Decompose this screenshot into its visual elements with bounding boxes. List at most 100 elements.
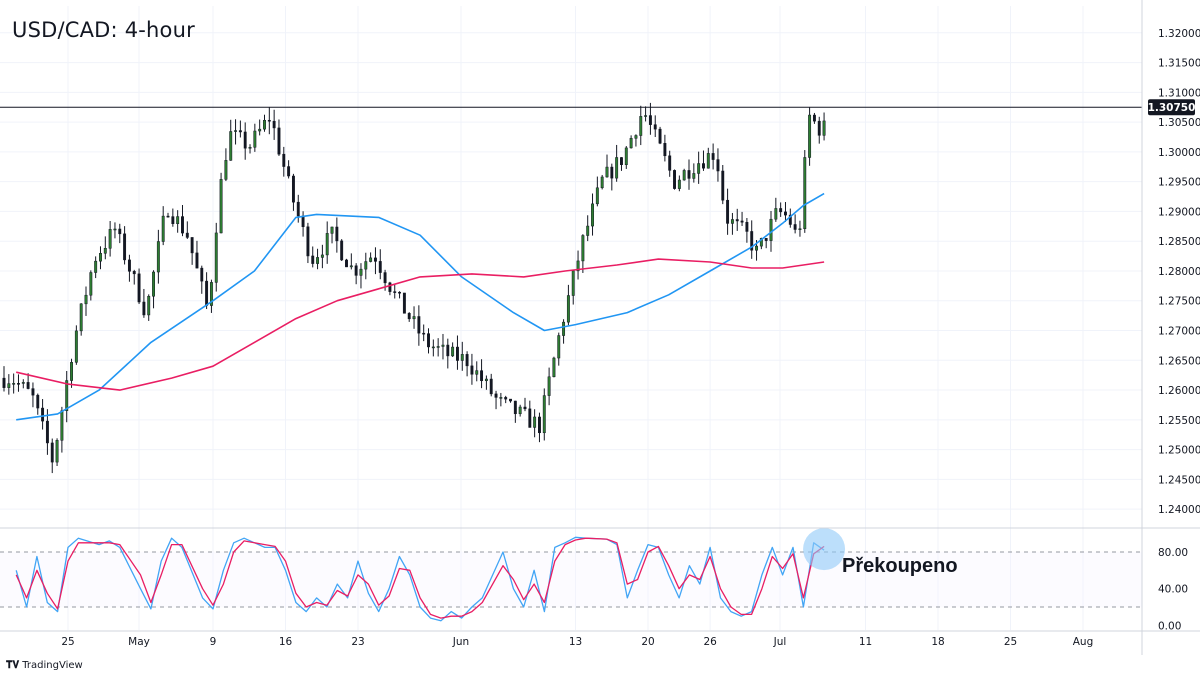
candle-bear	[513, 400, 517, 415]
price-tick-label: 1.31000	[1158, 87, 1200, 99]
time-tick-label: Jul	[773, 636, 787, 648]
candle-bull	[629, 138, 633, 149]
candle-bear	[200, 267, 204, 282]
candle-bull	[74, 330, 78, 363]
price-tick-label: 1.27000	[1158, 326, 1200, 338]
candle-bear	[711, 153, 715, 160]
candle-bull	[759, 238, 763, 247]
candle-bull	[113, 228, 117, 231]
candle-bear	[296, 201, 300, 217]
candle-bear	[745, 221, 749, 232]
resistance-price-tag: 1.30750	[1148, 99, 1195, 116]
candle-bull	[808, 114, 812, 158]
candle-bull	[108, 229, 112, 249]
candle-bull	[605, 166, 609, 178]
candle-bull	[253, 130, 257, 148]
candle-bull	[214, 232, 218, 283]
candle-bear	[687, 170, 691, 179]
candle-bull	[103, 248, 107, 254]
candle-bull	[263, 119, 266, 130]
sma-fast-line	[16, 192, 825, 421]
candle-bull	[475, 370, 479, 375]
candle-bear	[26, 382, 30, 389]
time-tick-label: 16	[279, 636, 293, 648]
candle-bear	[41, 407, 45, 422]
candle-bear	[470, 365, 474, 375]
candle-bull	[639, 116, 643, 136]
candle-bull	[552, 357, 556, 378]
candle-bull	[152, 271, 155, 297]
candle-bear	[393, 291, 397, 293]
candle-bear	[446, 344, 450, 357]
candle-bull	[562, 321, 566, 336]
price-tick-label: 1.24000	[1158, 504, 1200, 516]
candle-bear	[142, 301, 146, 316]
time-tick-label: 13	[569, 636, 582, 648]
candle-bull	[12, 383, 16, 385]
candle-bull	[94, 260, 98, 273]
candle-bear	[417, 316, 421, 334]
candle-bear	[31, 388, 35, 396]
candle-bear	[243, 131, 247, 149]
candle-bear	[610, 166, 614, 179]
candle-bull	[692, 173, 696, 179]
candle-bull	[258, 128, 262, 132]
stochastic-k-line	[15, 536, 825, 622]
candle-bull	[161, 215, 165, 242]
oscillator-grid	[0, 551, 1142, 608]
time-tick-label: 9	[210, 636, 217, 648]
overbought-highlight	[803, 528, 846, 571]
time-tick-label: 26	[703, 636, 717, 648]
candle-bear	[788, 214, 792, 225]
candle-bear	[287, 166, 291, 177]
candle-bear	[702, 163, 705, 169]
candle-bear	[2, 377, 6, 388]
candle-bull	[330, 226, 334, 234]
candle-bear	[620, 157, 623, 165]
candle-bull	[803, 157, 807, 229]
stochastic-d-line	[15, 537, 825, 619]
candle-bull	[99, 253, 102, 262]
candle-bear	[721, 170, 725, 201]
price-axis-labels: 1.32000 1.31500 1.31000 1.30500 1.30000 1.295…	[1158, 28, 1200, 516]
candle-bear	[277, 127, 281, 155]
candle-bear	[658, 128, 662, 144]
oscillator-axis-labels: 80.00 40.00 0.00	[1158, 547, 1188, 632]
candle-bull	[229, 131, 233, 161]
tradingview-logo[interactable]: 𝐓𝐕 TradingView	[6, 660, 83, 671]
candle-bear	[238, 130, 242, 133]
candle-bear	[648, 115, 652, 125]
candle-bear	[272, 120, 276, 129]
candle-bull	[364, 261, 368, 270]
candle-bull	[436, 346, 440, 348]
resistance-tag-box	[1148, 99, 1195, 116]
price-grid	[0, 6, 1142, 630]
candle-bear	[528, 408, 532, 428]
time-axis-labels: 25 May 9 16 23 Jun 13 20 26 Jul 11 18 25 Aug	[61, 636, 1093, 648]
price-tick-label: 1.29000	[1158, 206, 1200, 218]
candle-bull	[65, 380, 69, 411]
candle-bear	[740, 220, 744, 223]
candle-bull	[359, 268, 363, 276]
candle-bear	[456, 346, 459, 361]
candle-bear	[45, 420, 49, 444]
price-tick-label: 1.25000	[1158, 445, 1200, 457]
candle-bear	[750, 231, 754, 251]
price-tick-label: 1.31500	[1158, 58, 1200, 70]
candle-bull	[586, 225, 590, 236]
oscillator-tick-label: 40.00	[1158, 584, 1188, 596]
candle-bull	[484, 378, 488, 382]
candle-bear	[311, 255, 315, 264]
candle-bull	[21, 382, 25, 384]
candle-bull	[571, 270, 575, 296]
time-tick-label: Jun	[452, 636, 469, 648]
price-tick-label: 1.25500	[1158, 415, 1200, 427]
candle-bear	[398, 291, 402, 294]
candle-bear	[509, 398, 512, 402]
candle-bear	[735, 219, 739, 222]
candle-bull	[677, 179, 681, 189]
candle-bear	[301, 215, 305, 228]
candle-bull	[89, 272, 93, 296]
candle-bear	[668, 155, 672, 171]
